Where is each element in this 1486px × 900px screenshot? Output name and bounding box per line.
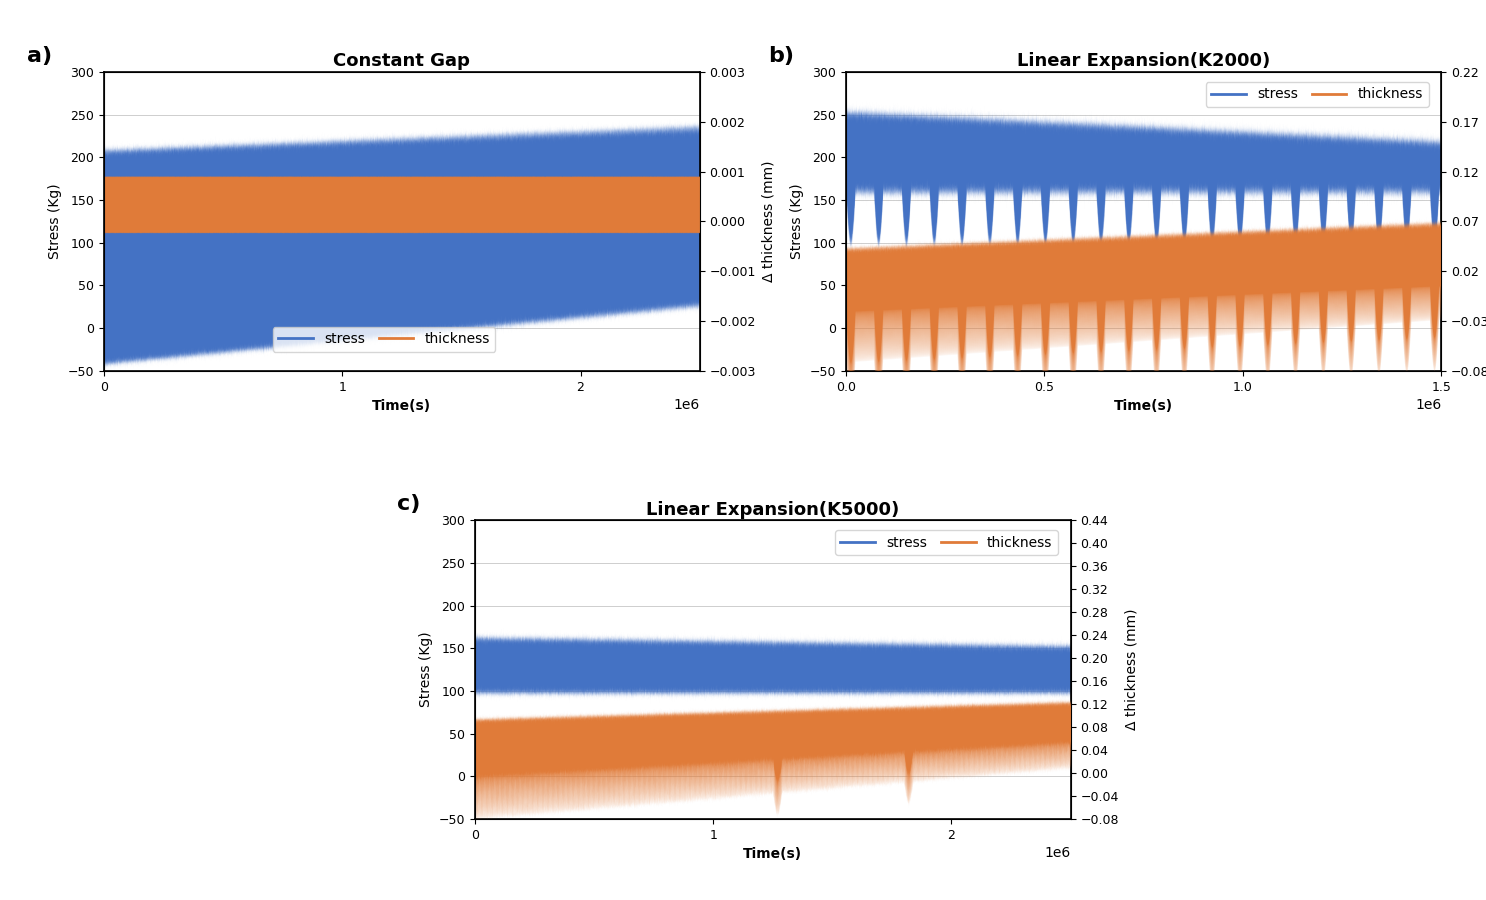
Title: Linear Expansion(K5000): Linear Expansion(K5000) [646,500,899,518]
X-axis label: Time(s): Time(s) [743,847,802,861]
Y-axis label: Δ thickness (mm): Δ thickness (mm) [1125,609,1138,731]
Y-axis label: Δ thickness (mm): Δ thickness (mm) [761,160,776,283]
Title: Constant Gap: Constant Gap [333,52,470,70]
Legend: stress, thickness: stress, thickness [272,327,495,352]
Title: Linear Expansion(K2000): Linear Expansion(K2000) [1016,52,1271,70]
Legend: stress, thickness: stress, thickness [1205,82,1428,107]
Legend: stress, thickness: stress, thickness [835,530,1058,555]
Text: a): a) [27,46,52,66]
Y-axis label: Stress (Kg): Stress (Kg) [419,632,432,707]
Y-axis label: Stress (Kg): Stress (Kg) [791,184,804,259]
X-axis label: Time(s): Time(s) [1114,399,1172,413]
X-axis label: Time(s): Time(s) [373,399,431,413]
Text: c): c) [397,494,421,514]
Text: b): b) [768,46,795,66]
Y-axis label: Stress (Kg): Stress (Kg) [48,184,62,259]
